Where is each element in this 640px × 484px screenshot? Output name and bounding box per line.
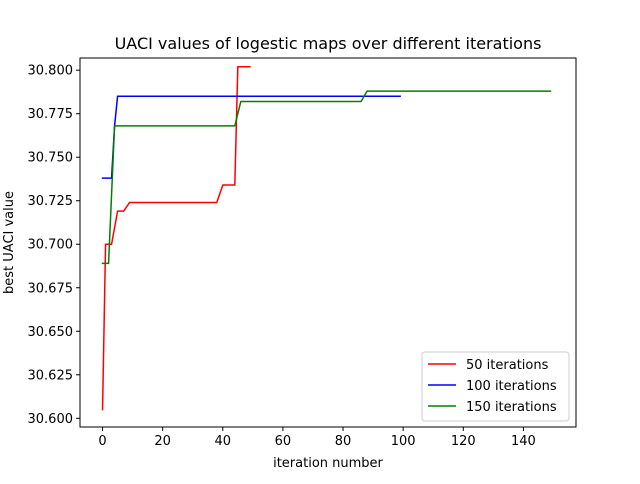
x-tick-label: 120 — [451, 434, 476, 449]
series-line-3 — [101, 90, 552, 265]
plot-lines — [101, 65, 552, 411]
y-tick-label: 30.700 — [28, 238, 74, 253]
y-tick-label: 30.800 — [28, 64, 74, 79]
y-tick-label: 30.725 — [28, 194, 74, 209]
x-tick-label: 80 — [335, 434, 352, 449]
x-tick-label: 0 — [98, 434, 106, 449]
chart-title: UACI values of logestic maps over differ… — [115, 34, 542, 53]
x-tick-label: 20 — [154, 434, 171, 449]
y-tick-label: 30.650 — [28, 325, 74, 340]
x-axis-ticks: 0 20 40 60 80 100 120 140 — [98, 427, 536, 449]
legend-label-3: 150 iterations — [466, 400, 557, 415]
x-tick-label: 140 — [511, 434, 536, 449]
x-axis-label: iteration number — [273, 456, 383, 471]
y-tick-label: 30.600 — [28, 412, 74, 427]
legend-label-2: 100 iterations — [466, 379, 557, 394]
y-tick-label: 30.625 — [28, 368, 74, 383]
plot-frame — [79, 57, 577, 428]
y-axis-label: best UACI value — [2, 191, 17, 294]
y-tick-label: 30.775 — [28, 107, 74, 122]
legend-label-1: 50 iterations — [466, 358, 549, 373]
y-axis-ticks: 30.600 30.625 30.650 30.675 30.700 30.725 30.7… — [28, 64, 80, 427]
x-tick-label: 100 — [391, 434, 416, 449]
legend-items: 50 iterations 100 iterations 150 iteration… — [428, 358, 557, 415]
x-tick-label: 40 — [215, 434, 232, 449]
y-tick-label: 30.750 — [28, 151, 74, 166]
legend-box — [421, 351, 570, 422]
x-tick-label: 60 — [275, 434, 292, 449]
series-line-1 — [101, 65, 251, 411]
y-tick-label: 30.675 — [28, 281, 74, 296]
legend: 50 iterations 100 iterations 150 iteration… — [421, 351, 570, 422]
